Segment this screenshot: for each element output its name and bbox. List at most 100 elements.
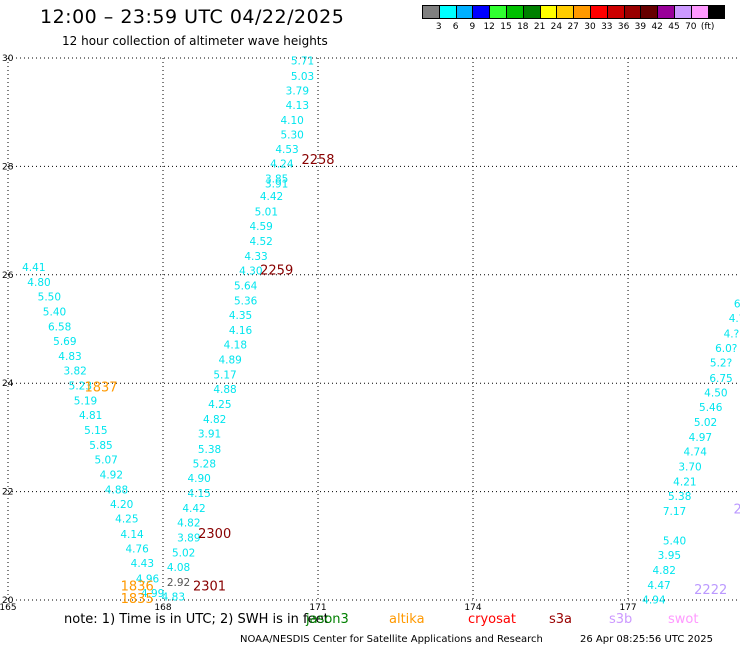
pass-time-label: 22: [733, 502, 740, 517]
wave-height-value: 5.07: [94, 455, 117, 467]
satellite-legend-swot: swot: [668, 612, 699, 627]
map-title: 12:00 – 23:59 UTC 04/22/2025: [40, 6, 345, 28]
longitude-tick-label: 174: [464, 603, 481, 613]
wave-height-value: 5.46: [699, 402, 723, 414]
wave-height-value: 5.40: [43, 307, 66, 319]
wave-height-value: 4.82: [177, 517, 200, 529]
pass-time-label: 2258: [301, 153, 334, 168]
wave-height-value: 6.75: [709, 373, 732, 385]
wave-height-value: 4.24: [270, 159, 294, 171]
wave-height-value: 4.18: [224, 340, 247, 352]
colorbar-label: 42: [651, 22, 663, 32]
wave-height-value: 5.23: [69, 380, 92, 392]
wave-height-value: 4.83: [58, 351, 81, 363]
wave-height-value: 4.33: [244, 251, 267, 263]
wave-height-value: 5.03: [291, 71, 314, 83]
pass-time-label: 1836: [121, 579, 154, 594]
latitude-tick-label: 20: [2, 596, 14, 606]
wave-height-value: 4.15: [187, 488, 210, 500]
colorbar-label: 9: [469, 22, 476, 32]
latitude-tick-label: 22: [2, 488, 13, 498]
wave-height-value: 5.28: [193, 458, 216, 470]
wave-height-value: 4.80: [27, 277, 50, 289]
wave-height-value: 4.21: [673, 476, 696, 488]
wave-height-value: 4.?: [729, 313, 740, 325]
wave-height-value: 4.92: [100, 469, 123, 481]
colorbar-label: 3: [435, 22, 442, 32]
longitude-tick-label: 177: [619, 603, 636, 613]
wave-height-value: 4.30: [239, 265, 262, 277]
satellite-legend-cryosat: cryosat: [468, 612, 516, 627]
generation-timestamp: 26 Apr 08:25:56 UTC 2025: [580, 634, 713, 645]
wave-height-value: 4.89: [218, 354, 241, 366]
footer-note: note: 1) Time is in UTC; 2) SWH is in fe…: [64, 612, 329, 627]
pass-time-label: 1835: [121, 592, 154, 607]
colorbar-swatch: [707, 5, 726, 19]
colorbar-label: 36: [617, 22, 630, 32]
wave-height-value: 3.91: [265, 179, 288, 191]
latitude-tick-label: 24: [2, 379, 14, 389]
wave-height-value: 4.25: [208, 399, 231, 411]
colorbar-label: 45: [668, 22, 680, 32]
pass-time-label: 2300: [198, 527, 231, 542]
wave-height-value: 4.76: [125, 544, 149, 556]
colorbar-label: 24: [550, 22, 563, 32]
colorbar-label: 18: [517, 22, 529, 32]
pass-time-label: 2301: [193, 579, 226, 594]
wave-height-value: 4.88: [213, 384, 236, 396]
wave-height-value: 4.?: [724, 328, 740, 340]
wave-height-value: 4.59: [249, 221, 272, 233]
wave-height-value: 5.64: [234, 281, 258, 293]
wave-height-value: 4.10: [280, 115, 303, 127]
wave-height-value: 5.40: [663, 535, 686, 547]
wave-height-value: 5.36: [234, 295, 258, 307]
wave-height-value: 4.52: [249, 236, 272, 248]
longitude-tick-label: 171: [309, 603, 326, 613]
wave-height-value: 4.74: [684, 446, 708, 458]
colorbar-label: 21: [533, 22, 546, 32]
satellite-legend-s3b: s3b: [609, 612, 633, 627]
pass-time-label: 2259: [260, 263, 293, 278]
wave-height-value: 4.50: [704, 387, 727, 399]
wave-height-value: 5.69: [53, 336, 76, 348]
colorbar-label: (ft): [700, 22, 715, 32]
wave-height-value: 5.02: [694, 417, 717, 429]
wave-height-value: 4.96: [136, 573, 160, 585]
wave-height-value: 4.53: [275, 144, 298, 156]
wave-height-value: 5.19: [74, 396, 97, 408]
wave-height-value: 4.41: [22, 262, 45, 274]
wave-height-value: 5.71: [291, 56, 314, 68]
wave-height-value: 4.83: [162, 592, 185, 604]
colorbar-swatches: [422, 5, 726, 19]
wave-height-value: 4.94: [642, 594, 666, 606]
wave-height-value: 6.0?: [715, 343, 737, 355]
colorbar-label: 39: [634, 22, 647, 32]
longitude-tick-label: 165: [0, 603, 17, 613]
wave-height-value: 4.25: [115, 514, 138, 526]
wave-height-value: 4.47: [647, 580, 670, 592]
wave-height-value: 5.17: [213, 370, 236, 382]
wave-height-colorbar: 3 6 9 12 15 18 21 24 27 30 33 36 39 42 45 70 (ft): [422, 5, 726, 32]
colorbar-label: 30: [584, 22, 596, 32]
latitude-tick-label: 26: [2, 271, 14, 281]
pass-time-label: 1837: [84, 381, 117, 396]
wave-height-value: 5.01: [255, 206, 278, 218]
latitude-tick-label: 28: [2, 162, 14, 172]
wave-height-value: 4.35: [229, 310, 252, 322]
wave-height-value: 5.15: [84, 425, 107, 437]
wave-height-value: 4.42: [182, 503, 205, 515]
wave-height-value: 3.89: [177, 533, 200, 545]
wave-height-value: 5.38: [198, 444, 221, 456]
wave-height-value: 4.20: [110, 499, 133, 511]
wave-height-value: 4.08: [167, 562, 190, 574]
wave-height-value: 6.?: [734, 299, 740, 311]
wave-height-value: 3.91: [198, 429, 221, 441]
wave-height-value: 5.38: [668, 491, 691, 503]
wave-height-value: 4.43: [131, 558, 154, 570]
wave-height-value: 3.70: [678, 462, 701, 474]
wave-height-value: 4.13: [286, 100, 309, 112]
wave-height-value: 5.50: [38, 291, 61, 303]
credit-line: NOAA/NESDIS Center for Satellite Applica…: [240, 634, 543, 645]
wave-height-value: 4.82: [203, 414, 226, 426]
